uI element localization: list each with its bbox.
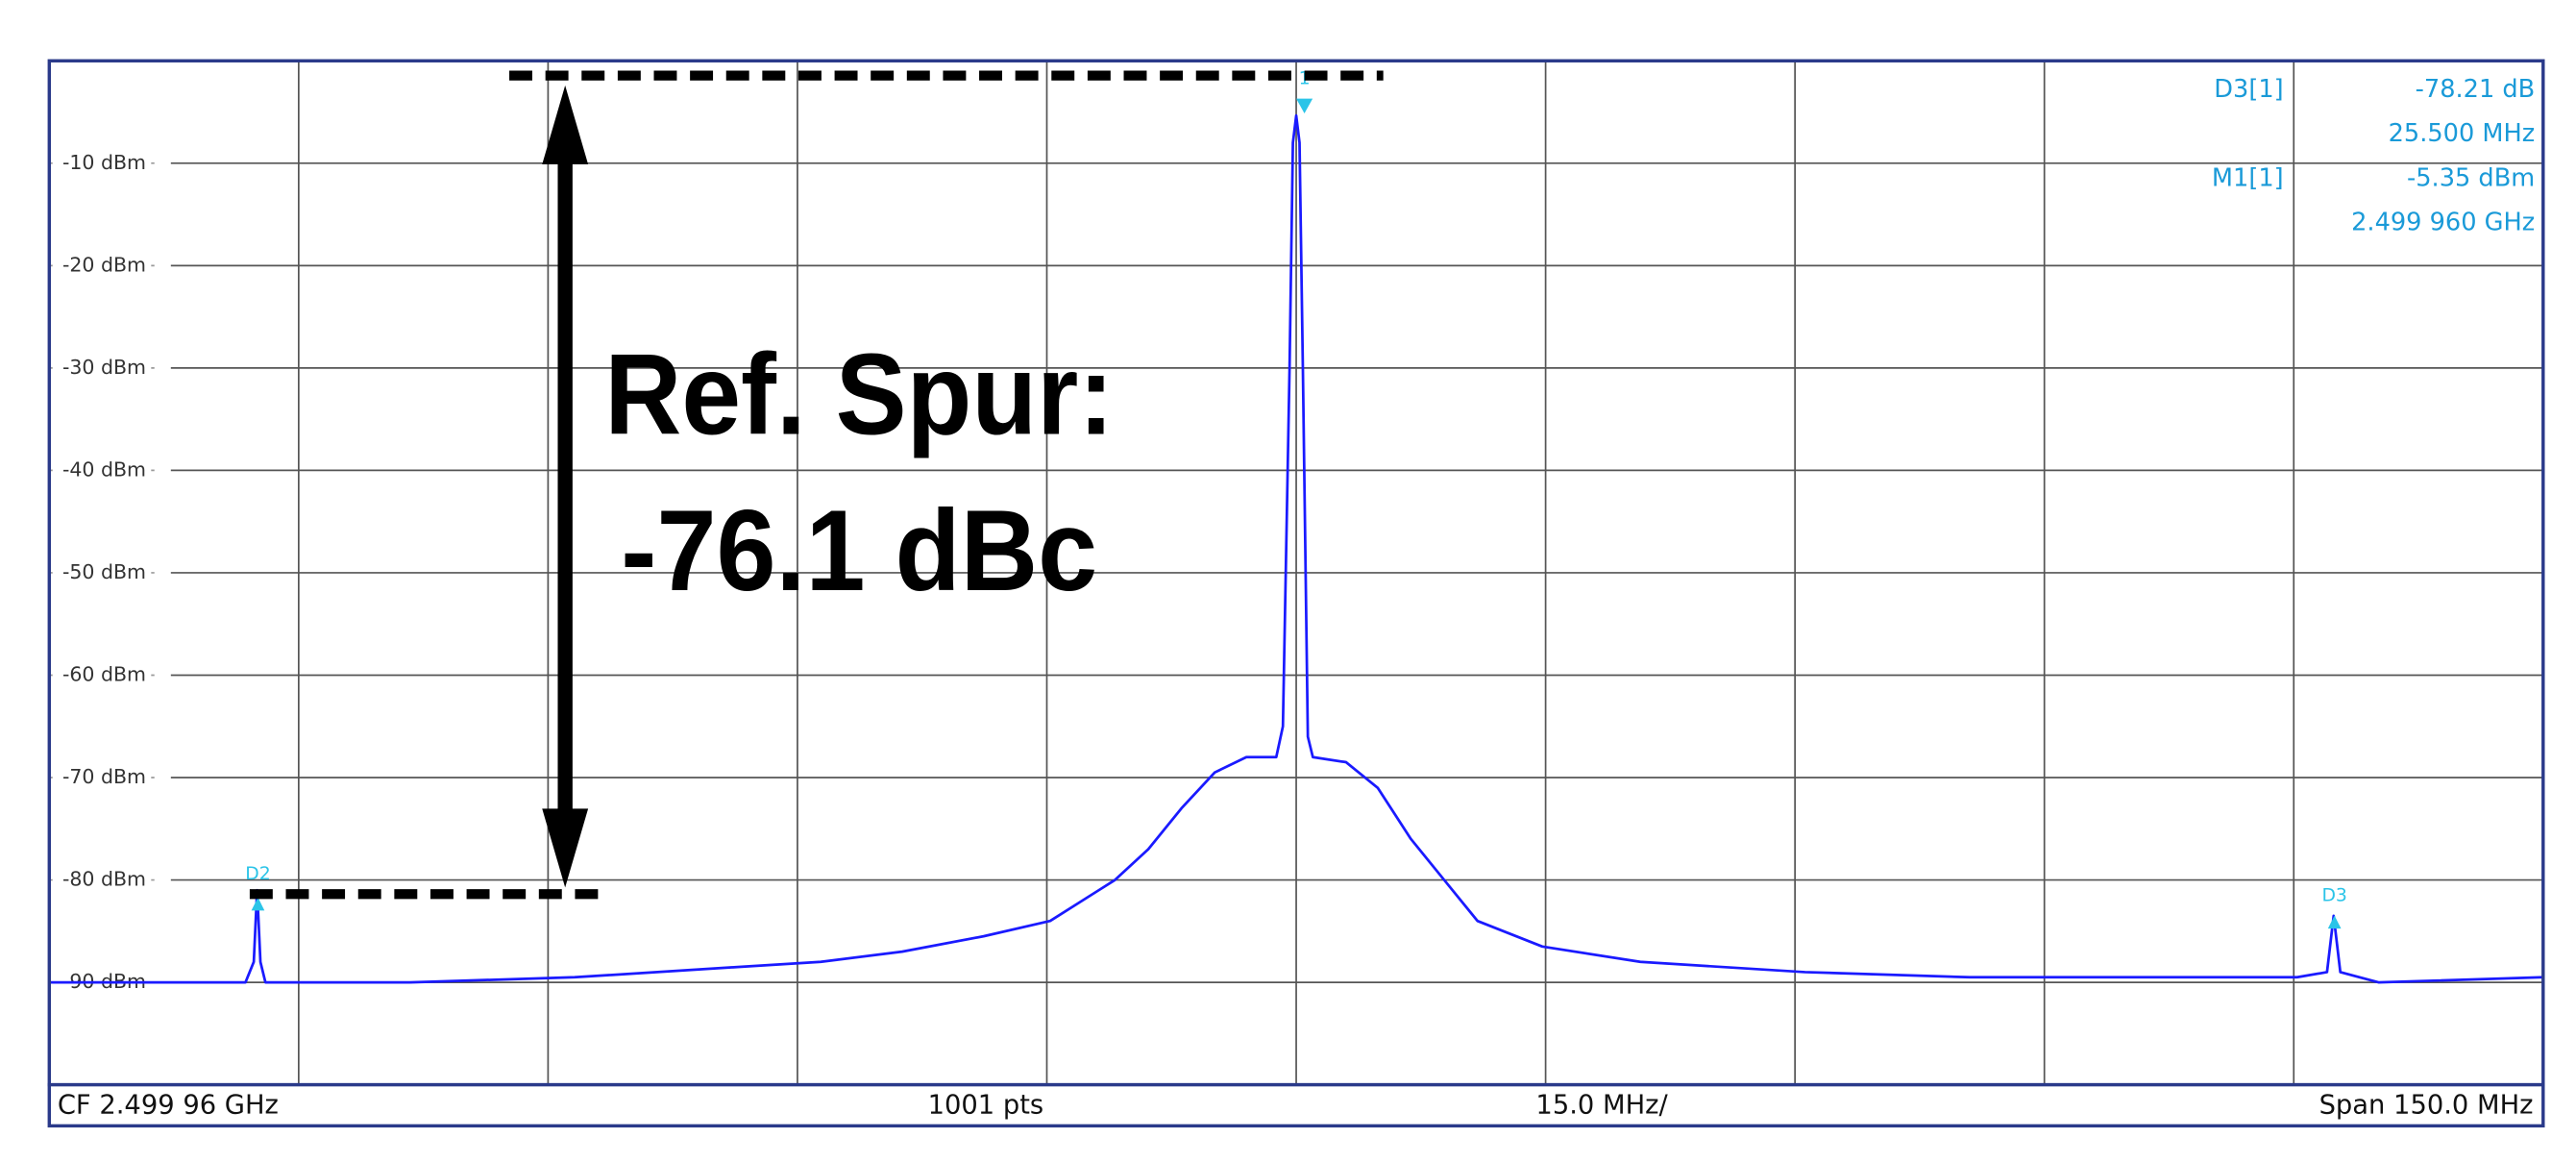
- marker-x: 25.500 MHz: [2389, 119, 2536, 148]
- marker-value: -78.21 dB: [2416, 75, 2536, 104]
- marker-name: D3[1]: [2214, 75, 2283, 104]
- marker-value: -5.35 dBm: [2407, 163, 2535, 192]
- y-tick-label: -70 dBm: [62, 765, 146, 788]
- y-tick-label: -50 dBm: [62, 560, 146, 583]
- marker-triangle: [251, 897, 265, 911]
- marker-name: M1[1]: [2212, 163, 2284, 192]
- trace-line: [49, 113, 2543, 984]
- y-tick-label: -20 dBm: [62, 253, 146, 276]
- y-tick-label: -80 dBm: [62, 868, 146, 891]
- y-tick-label: -60 dBm: [62, 662, 146, 685]
- footer-cf: CF 2.499 96 GHz: [58, 1090, 279, 1120]
- arrow-head: [542, 808, 589, 888]
- annotation: Ref. Spur:: [604, 331, 1114, 458]
- marker-triangle: [2327, 915, 2342, 929]
- y-tick-label: -40 dBm: [62, 457, 146, 481]
- footer-span: Span 150.0 MHz: [2319, 1090, 2534, 1120]
- marker-label: D3: [2321, 885, 2346, 905]
- y-tick-label: -30 dBm: [62, 356, 146, 379]
- annotation: -76.1 dBc: [621, 487, 1097, 615]
- grid: -10 dBm -20 dBm -30 dBm -40 dBm -50 dBm -60 d…: [49, 61, 2543, 1085]
- marker-x: 2.499 960 GHz: [2351, 209, 2535, 237]
- footer-points: 1001 pts: [928, 1090, 1044, 1120]
- footer-div: 15.0 MHz/: [1535, 1090, 1668, 1120]
- marker-triangle: [1296, 98, 1313, 113]
- footer-frame: [47, 1082, 2545, 1128]
- trace-layer: [49, 113, 2543, 984]
- y-tick-label: -10 dBm: [62, 151, 146, 174]
- marker-label: D2: [245, 864, 270, 884]
- arrow-head: [542, 85, 589, 165]
